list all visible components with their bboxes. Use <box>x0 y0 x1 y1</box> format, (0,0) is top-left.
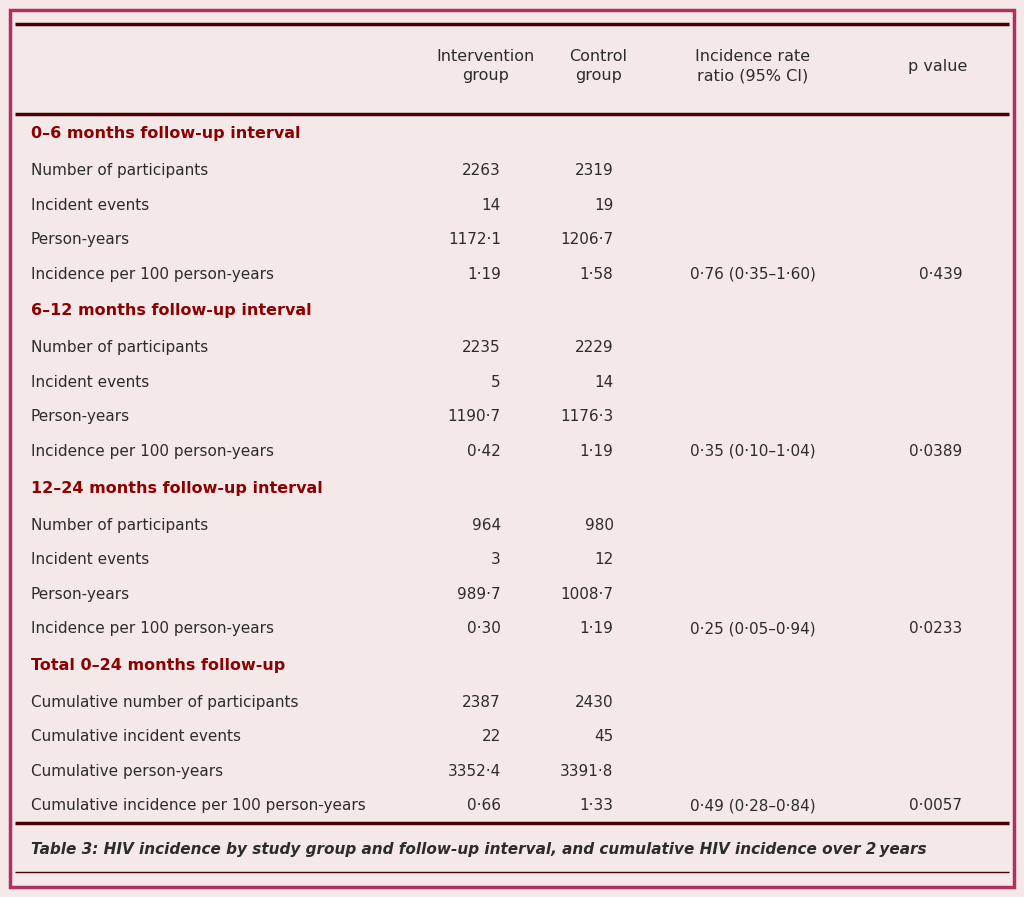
Text: 2229: 2229 <box>574 340 613 355</box>
Text: 0·66: 0·66 <box>467 798 501 814</box>
Text: Cumulative incidence per 100 person-years: Cumulative incidence per 100 person-year… <box>31 798 366 814</box>
Text: Control
group: Control group <box>569 48 628 83</box>
Text: 0·49 (0·28–0·84): 0·49 (0·28–0·84) <box>690 798 815 814</box>
Text: 22: 22 <box>481 729 501 745</box>
Text: 14: 14 <box>481 197 501 213</box>
Text: 0·439: 0·439 <box>919 266 963 282</box>
Text: 1206·7: 1206·7 <box>560 232 613 247</box>
Text: 2235: 2235 <box>462 340 501 355</box>
Text: Incident events: Incident events <box>31 375 148 390</box>
Text: 0·76 (0·35–1·60): 0·76 (0·35–1·60) <box>690 266 815 282</box>
Text: Number of participants: Number of participants <box>31 340 208 355</box>
Text: 12: 12 <box>594 552 613 567</box>
Text: 14: 14 <box>594 375 613 390</box>
Text: 1176·3: 1176·3 <box>560 409 613 424</box>
Text: 3391·8: 3391·8 <box>560 764 613 779</box>
Text: Person-years: Person-years <box>31 587 130 602</box>
Text: Person-years: Person-years <box>31 409 130 424</box>
Text: Incidence per 100 person-years: Incidence per 100 person-years <box>31 266 273 282</box>
Text: Person-years: Person-years <box>31 232 130 247</box>
Text: 2387: 2387 <box>462 695 501 710</box>
Text: 45: 45 <box>594 729 613 745</box>
Text: 1·19: 1·19 <box>467 266 501 282</box>
Text: 12–24 months follow-up interval: 12–24 months follow-up interval <box>31 481 323 496</box>
Text: 2430: 2430 <box>574 695 613 710</box>
Text: 0·35 (0·10–1·04): 0·35 (0·10–1·04) <box>690 444 815 459</box>
Text: 3: 3 <box>492 552 501 567</box>
Text: 989·7: 989·7 <box>458 587 501 602</box>
Text: 0·25 (0·05–0·94): 0·25 (0·05–0·94) <box>690 621 815 636</box>
Text: 0·42: 0·42 <box>467 444 501 459</box>
Text: 0–6 months follow-up interval: 0–6 months follow-up interval <box>31 126 300 141</box>
Text: 5: 5 <box>492 375 501 390</box>
Text: Incident events: Incident events <box>31 552 148 567</box>
Text: Total 0–24 months follow-up: Total 0–24 months follow-up <box>31 658 285 673</box>
Text: 0·0233: 0·0233 <box>909 621 963 636</box>
Text: 1·19: 1·19 <box>580 621 613 636</box>
Text: 0·30: 0·30 <box>467 621 501 636</box>
Text: 1·33: 1·33 <box>580 798 613 814</box>
Text: 19: 19 <box>594 197 613 213</box>
Text: 2263: 2263 <box>462 163 501 178</box>
Text: Incident events: Incident events <box>31 197 148 213</box>
Text: p value: p value <box>907 58 967 74</box>
Text: 980: 980 <box>585 518 613 533</box>
Text: 964: 964 <box>472 518 501 533</box>
Text: 1190·7: 1190·7 <box>447 409 501 424</box>
Text: Cumulative number of participants: Cumulative number of participants <box>31 695 298 710</box>
Text: 1·19: 1·19 <box>580 444 613 459</box>
Text: 2319: 2319 <box>574 163 613 178</box>
Text: Incidence rate
ratio (95% CI): Incidence rate ratio (95% CI) <box>695 48 810 83</box>
Text: 1·58: 1·58 <box>580 266 613 282</box>
Text: 3352·4: 3352·4 <box>447 764 501 779</box>
Text: Incidence per 100 person-years: Incidence per 100 person-years <box>31 444 273 459</box>
Text: Intervention
group: Intervention group <box>437 48 536 83</box>
Text: Number of participants: Number of participants <box>31 518 208 533</box>
Text: Number of participants: Number of participants <box>31 163 208 178</box>
Text: 1172·1: 1172·1 <box>447 232 501 247</box>
Text: 1008·7: 1008·7 <box>560 587 613 602</box>
Text: 0·0389: 0·0389 <box>909 444 963 459</box>
Text: 6–12 months follow-up interval: 6–12 months follow-up interval <box>31 303 311 318</box>
Text: 0·0057: 0·0057 <box>909 798 963 814</box>
Text: Table 3: HIV incidence by study group and follow-up interval, and cumulative HIV: Table 3: HIV incidence by study group an… <box>31 841 927 857</box>
Text: Incidence per 100 person-years: Incidence per 100 person-years <box>31 621 273 636</box>
Text: Cumulative incident events: Cumulative incident events <box>31 729 241 745</box>
Text: Cumulative person-years: Cumulative person-years <box>31 764 223 779</box>
